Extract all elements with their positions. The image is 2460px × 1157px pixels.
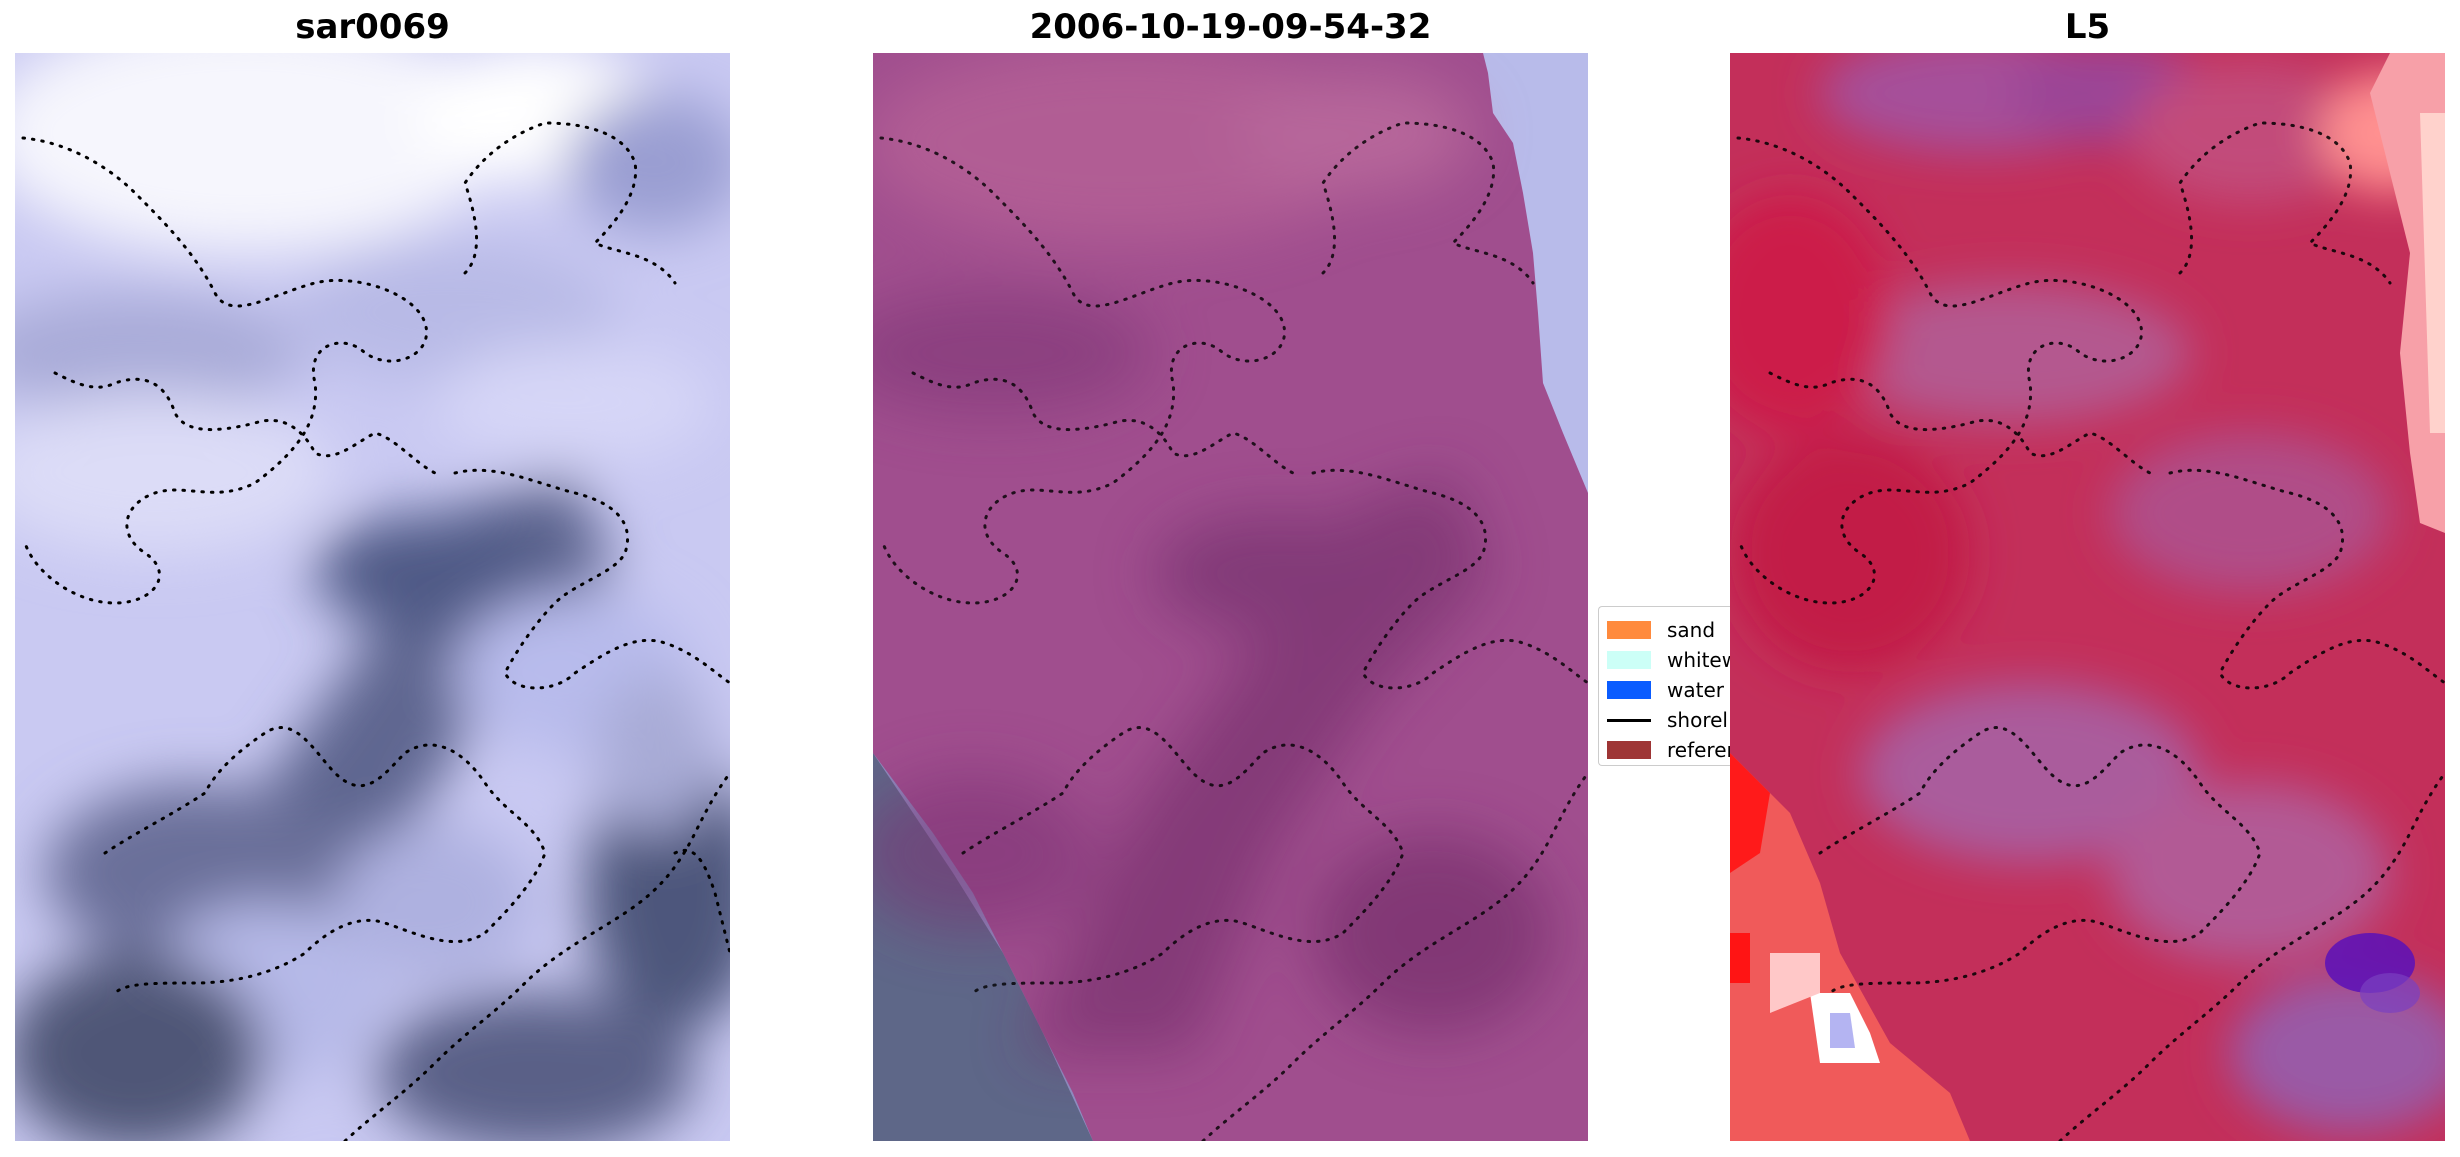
legend-item-shoreline: shorel — [1607, 706, 1728, 734]
legend-item-sand: sand — [1607, 616, 1715, 644]
legend-label-sand: sand — [1667, 618, 1716, 642]
shoreline-line-icon — [1607, 718, 1651, 722]
water-swatch — [1607, 681, 1651, 699]
l5-image-panel — [1730, 53, 2445, 1141]
sar-image-panel — [15, 53, 730, 1141]
legend-label-water: water — [1667, 678, 1724, 702]
legend-label-reference: referen — [1667, 738, 1730, 762]
panel-title-date: 2006-10-19-09-54-32 — [1029, 7, 1432, 47]
panel-title-l5: L5 — [2064, 7, 2111, 47]
legend-item-water: water — [1607, 676, 1724, 704]
reference-swatch — [1607, 741, 1651, 759]
whitewater-swatch — [1607, 651, 1651, 669]
legend-item-reference: referen — [1607, 736, 1730, 764]
panel-title-sar0069: sar0069 — [295, 7, 450, 47]
overlay-image-panel — [873, 53, 1588, 1141]
legend-label-shoreline: shorel — [1667, 708, 1728, 732]
sand-swatch — [1607, 621, 1651, 639]
